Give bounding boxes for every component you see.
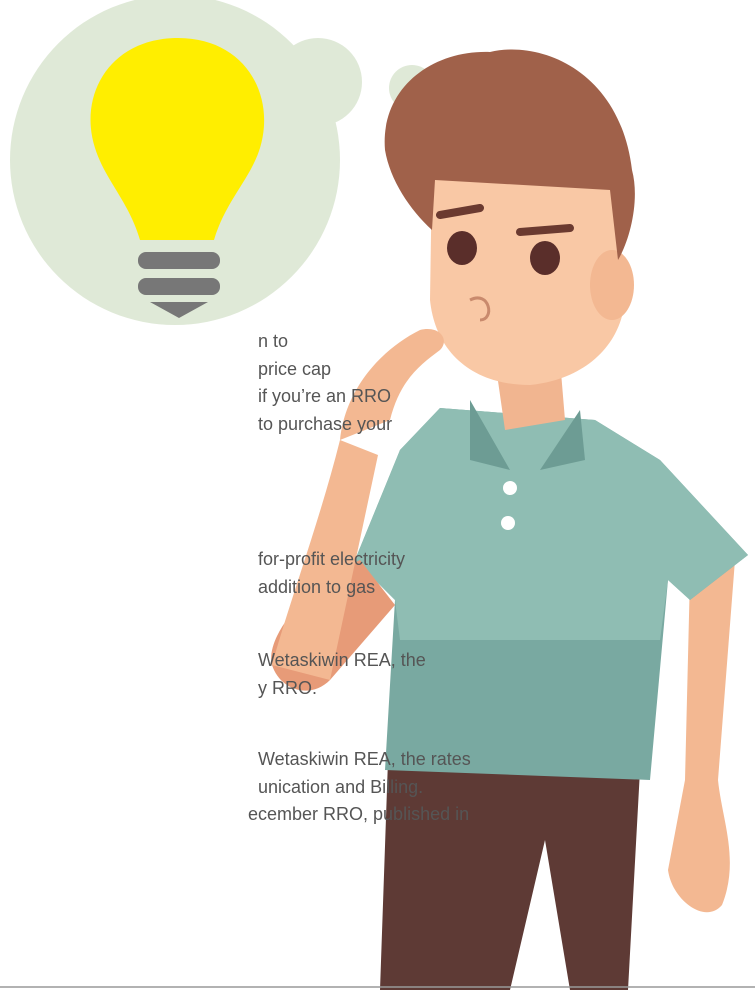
hand (340, 329, 444, 440)
text-line: if you’re an RRO (258, 386, 392, 406)
bulb-base (138, 278, 220, 295)
nose (469, 296, 491, 322)
text-line: for-profit electricity (258, 549, 406, 569)
text-line: to purchase your (258, 413, 393, 434)
text-line: n to (258, 331, 289, 351)
arm (668, 560, 735, 913)
text-line: y RRO. (258, 677, 318, 698)
hair (384, 49, 635, 260)
button (501, 516, 515, 530)
paragraph: for-profit electricity addition to gas (258, 546, 405, 601)
paragraph: n to price cap if you’re an RRO to purch… (258, 328, 392, 438)
bubble-dot (274, 38, 362, 126)
bulb-tip (150, 302, 208, 318)
forearm (272, 440, 378, 680)
ear (590, 250, 634, 320)
text-line: unication and Billing. (258, 776, 424, 797)
shirt-top (355, 408, 748, 640)
text-line: ecember RRO, published in (248, 804, 470, 824)
text-line: Wetaskiwin REA, the (258, 650, 426, 670)
paragraph: Wetaskiwin REA, the y RRO. (258, 647, 426, 702)
button (503, 481, 517, 495)
eye (530, 241, 560, 275)
text-line: Wetaskiwin REA, the rates (258, 749, 471, 769)
paragraph: Wetaskiwin REA, the rates unication and … (248, 746, 471, 829)
collar (470, 400, 585, 470)
text-line: addition to gas (258, 576, 376, 597)
eye (447, 231, 477, 265)
text-line: price cap (258, 358, 332, 379)
bulb-base (138, 252, 220, 269)
face (430, 170, 625, 385)
eyebrow (436, 204, 574, 236)
pants (380, 760, 640, 990)
bulb (90, 38, 265, 240)
